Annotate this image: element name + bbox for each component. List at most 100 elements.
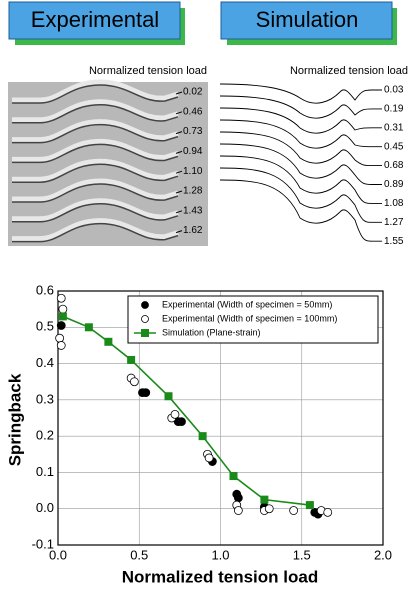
x-tick-label: 0.0	[49, 547, 67, 562]
y-tick-label: 0.6	[36, 282, 54, 297]
specimen-edge	[12, 203, 179, 223]
marker	[233, 506, 243, 515]
x-tick-label: 0.5	[130, 547, 148, 562]
sim-profile	[219, 95, 382, 119]
panel-caption: Normalized tension load	[290, 65, 408, 77]
specimen-edge	[12, 143, 179, 164]
y-tick-label: 0.5	[36, 319, 54, 334]
specimen-strip	[12, 79, 179, 103]
leader	[175, 91, 183, 95]
marker	[198, 432, 207, 441]
marker	[323, 507, 333, 517]
leader	[175, 170, 183, 174]
x-tick-label: 1.0	[211, 547, 229, 562]
leader	[175, 131, 183, 135]
panel-title: Simulation	[256, 7, 359, 32]
specimen-edge	[12, 104, 179, 124]
plot-frame	[57, 290, 384, 546]
leader	[175, 111, 183, 115]
y-axis-label: Springback	[5, 373, 24, 466]
specimen-strip	[12, 178, 179, 202]
legend-label: Experimental (Width of specimen = 100mm)	[162, 313, 337, 323]
marker	[84, 323, 93, 332]
leader	[175, 150, 183, 154]
marker	[177, 417, 186, 427]
tension-label: 1.27	[384, 217, 404, 228]
specimen-edge	[12, 84, 179, 104]
tension-label: 1.55	[384, 236, 404, 247]
leader	[175, 230, 183, 234]
marker	[170, 409, 180, 419]
y-tick-label: 0.1	[36, 464, 54, 479]
tension-label: 0.45	[384, 141, 404, 152]
y-tick-label: 0.3	[36, 391, 54, 406]
marker	[229, 472, 238, 481]
top-panels: 0.02 0.46 0.73 0.94 1.10 1.28 1.43 1.62 0.03 0.19…	[12, 79, 404, 247]
x-tick-label: 1.5	[293, 547, 311, 562]
tension-label: 1.62	[183, 225, 203, 236]
marker	[104, 337, 113, 346]
legend-label: Simulation (Plane-strain)	[162, 327, 261, 337]
tension-label: 0.68	[384, 160, 404, 171]
tension-label: 0.19	[384, 104, 404, 115]
tension-label: 1.43	[183, 205, 203, 216]
specimen-strip	[12, 99, 179, 123]
specimen-edge	[12, 222, 179, 243]
x-tick-label: 2.0	[374, 547, 392, 562]
marker	[260, 495, 269, 504]
specimen-edge	[12, 123, 179, 144]
marker	[127, 355, 136, 364]
sim-profile	[219, 167, 382, 223]
sim-profile	[219, 143, 382, 185]
specimen-strip	[12, 158, 179, 182]
x-axis-label: Normalized tension load	[122, 567, 318, 586]
marker	[233, 493, 243, 503]
sim-profile	[219, 83, 382, 104]
tension-label: 0.46	[183, 106, 203, 117]
sim-profile	[219, 107, 382, 134]
marker	[58, 304, 68, 314]
leader	[175, 190, 183, 194]
specimen-edge	[12, 183, 179, 203]
y-tick-label: 0.4	[36, 355, 54, 370]
specimen-strip	[12, 198, 179, 222]
legend-marker	[141, 301, 149, 309]
marker	[164, 392, 173, 401]
marker	[204, 453, 214, 463]
tension-label: 0.73	[183, 126, 203, 137]
tension-label: 0.31	[384, 122, 404, 133]
marker	[141, 388, 151, 398]
header-box	[220, 1, 393, 40]
specimen-strip	[12, 119, 179, 143]
tension-label: 0.89	[384, 179, 404, 190]
legend-marker	[141, 315, 149, 323]
y-tick-label: 0.2	[36, 428, 54, 443]
sim-profile	[219, 179, 382, 242]
series-line	[62, 315, 310, 506]
marker	[264, 504, 274, 514]
tension-label: 1.08	[384, 198, 404, 209]
header-box	[8, 1, 181, 40]
sim-profile	[219, 155, 382, 204]
marker	[289, 506, 299, 515]
legend-box	[127, 295, 379, 344]
sim-profile	[219, 119, 382, 149]
legend-label: Experimental (Width of specimen = 50mm)	[162, 299, 332, 309]
marker	[58, 312, 67, 321]
tension-label: 0.03	[384, 85, 404, 96]
specimen-strip	[12, 138, 179, 162]
tension-label: 0.94	[183, 146, 203, 157]
marker	[56, 293, 66, 303]
panel-caption: Normalized tension load	[89, 65, 207, 77]
tension-label: 1.10	[183, 166, 203, 177]
y-tick-label: 0.0	[36, 500, 54, 515]
tension-label: 0.02	[183, 87, 203, 98]
marker	[56, 321, 66, 330]
chart: -0.10.00.10.20.30.40.50.60.0 0.5 1.0 1.5 2.0…	[32, 282, 392, 562]
panel-title: Experimental	[31, 7, 159, 32]
marker	[305, 501, 314, 510]
specimen-edge	[12, 163, 179, 183]
leader	[175, 210, 183, 214]
legend-marker	[141, 329, 149, 337]
